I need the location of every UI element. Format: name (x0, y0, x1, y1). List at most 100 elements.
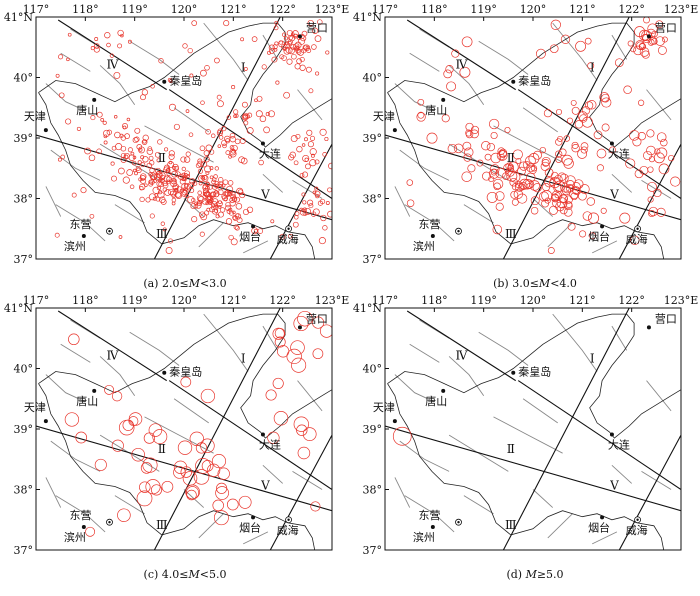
earthquake-point (111, 175, 117, 182)
city-label-dongying: 东营 (419, 217, 441, 231)
zone-label-z1: Ⅰ (590, 60, 595, 74)
earthquake-point (557, 172, 567, 181)
caption-prefix: (b) 3.0≤ (493, 277, 539, 290)
caption-variable: M (188, 277, 201, 290)
earthquake-point (417, 111, 425, 119)
earthquake-point (530, 206, 539, 215)
earthquake-point (188, 132, 194, 137)
city-marker (260, 432, 265, 437)
city-marker (430, 234, 435, 239)
earthquake-point (124, 154, 129, 159)
earthquake-point (670, 176, 681, 187)
earthquake-point (464, 147, 474, 157)
earthquake-point (281, 55, 287, 61)
earthquake-point (146, 162, 153, 169)
earthquake-point (139, 173, 147, 180)
city-marker (511, 370, 516, 375)
earthquake-point (539, 191, 549, 202)
fault-line (198, 513, 224, 539)
earthquake-point (490, 152, 502, 164)
earthquake-point (563, 135, 571, 142)
zone-boundary (517, 89, 681, 199)
lon-tick-label: 123°E (664, 3, 699, 16)
city-label-weihai: 威海 (277, 232, 299, 246)
zone-boundary (57, 310, 167, 382)
earthquake-point (145, 479, 161, 495)
fault-line (522, 398, 558, 424)
lat-tick-label: 41°N (4, 11, 33, 24)
fault-line (409, 343, 440, 363)
fault-line (399, 440, 450, 472)
earthquake-point (200, 100, 205, 105)
earthquake-point (234, 225, 240, 231)
earthquake-point (315, 71, 320, 76)
earthquake-point (463, 153, 472, 162)
earthquake-point (559, 148, 567, 157)
earthquake-point (154, 151, 161, 158)
earthquake-point (194, 201, 199, 206)
earthquake-point (209, 175, 214, 180)
earthquake-point (293, 416, 309, 432)
earthquake-point (547, 247, 555, 254)
earthquake-point (601, 93, 610, 103)
earthquake-point (166, 171, 171, 176)
lon-tick-label: 121° (569, 3, 596, 16)
lon-tick-label: 121° (220, 294, 247, 307)
earthquake-point (582, 211, 592, 221)
earthquake-point (126, 117, 131, 122)
earthquake-point (462, 141, 472, 151)
fault-line (243, 240, 269, 254)
earthquake-point (658, 163, 670, 175)
earthquake-point (550, 193, 559, 202)
zone-label-z2: Ⅱ (507, 151, 515, 165)
caption-variable: M (538, 277, 551, 290)
earthquake-point (217, 205, 222, 209)
earthquake-point (127, 39, 132, 44)
earthquake-point (200, 388, 216, 404)
earthquake-point (283, 36, 288, 41)
earthquake-point (279, 233, 286, 240)
city-label-yingkou: 营口 (655, 311, 677, 325)
earthquake-point (445, 65, 454, 74)
earthquake-point (392, 426, 412, 446)
city-label-tianjin: 天津 (373, 401, 395, 414)
earthquake-point (216, 482, 228, 494)
earthquake-point (559, 173, 569, 183)
fault-line (394, 477, 411, 508)
earthquake-point (202, 183, 208, 190)
fault-line (297, 380, 323, 412)
coastline (387, 383, 665, 550)
earthquake-point (111, 145, 117, 151)
earthquake-point (181, 166, 186, 172)
earthquake-point (311, 44, 317, 50)
earthquake-point (286, 348, 302, 365)
earthquake-points (406, 17, 681, 254)
earthquake-point (293, 33, 299, 39)
earthquake-point (504, 126, 511, 134)
earthquake-point (544, 177, 555, 188)
zone-boundary (385, 134, 681, 221)
lon-tick-label: 123°E (664, 294, 699, 307)
earthquake-point (205, 170, 210, 175)
earthquake-point (191, 216, 198, 223)
lat-tick-label: 37° (14, 253, 34, 266)
earthquake-point (541, 159, 550, 167)
fault-line (129, 40, 180, 75)
caption-variable: M (187, 568, 200, 581)
city-marker (430, 525, 435, 530)
earthquake-point (251, 36, 258, 42)
earthquake-point (242, 208, 250, 216)
earthquake-point (486, 191, 498, 203)
city-label-dongying: 东营 (70, 217, 92, 231)
earthquake-point (470, 129, 479, 139)
earthquake-point (317, 19, 323, 25)
earthquake-point (216, 94, 222, 100)
city-label-tianjin: 天津 (373, 110, 395, 123)
earthquake-point (165, 247, 173, 254)
earthquake-point (257, 228, 264, 234)
earthquake-point (214, 166, 219, 171)
city-label-tianjin: 天津 (24, 401, 46, 414)
